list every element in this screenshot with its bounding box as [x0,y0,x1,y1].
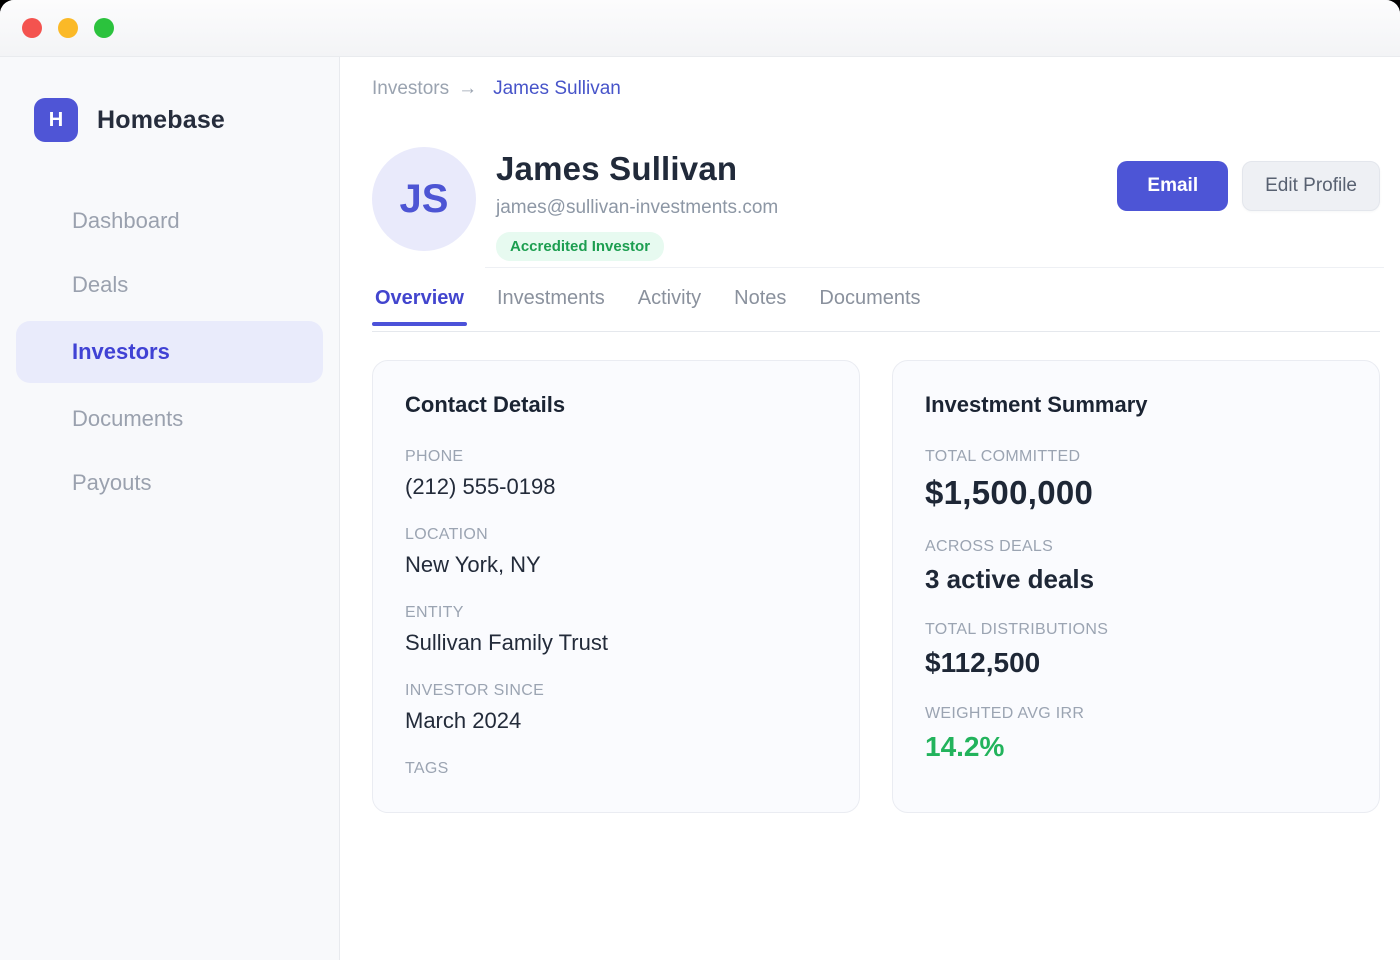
field-location: LOCATION New York, NY [405,526,827,578]
field-tags: TAGS [405,760,827,778]
tab-investments[interactable]: Investments [496,287,605,309]
field-value: New York, NY [405,552,541,577]
profile-email: james@sullivan-investments.com [496,197,779,218]
field-label: LOCATION [405,526,489,543]
field-label: ENTITY [405,604,464,621]
field-phone: PHONE (212) 555-0198 [405,448,827,500]
sidebar-item-investors[interactable]: Investors [16,321,323,383]
tab-activity[interactable]: Activity [637,287,702,309]
field-label: TOTAL DISTRIBUTIONS [925,621,1109,638]
field-total-distributions: TOTAL DISTRIBUTIONS $112,500 [925,621,1347,679]
breadcrumb-arrow-icon: → [458,78,478,99]
sidebar-item-deals[interactable]: Deals [72,272,129,297]
tab-documents[interactable]: Documents [819,287,921,309]
email-button[interactable]: Email [1117,161,1229,211]
window-titlebar [0,0,1400,57]
app-title: Homebase [97,105,226,134]
page-title: James Sullivan [496,150,738,187]
field-label: INVESTOR SINCE [405,682,545,699]
window-content: H Homebase Dashboard Deals Investors Doc… [0,57,1400,960]
avatar: JS [372,147,476,251]
field-weighted-avg-irr: WEIGHTED AVG IRR 14.2% [925,705,1347,763]
sidebar-item-dashboard[interactable]: Dashboard [72,208,180,233]
tab-bar: Overview Investments Activity Notes Docu… [372,287,1380,332]
card-title: Contact Details [405,392,566,417]
field-value: 14.2% [925,731,1005,762]
breadcrumb-current[interactable]: James Sullivan [493,78,621,99]
header-actions: Email Edit Profile [1117,161,1380,211]
status-badge: Accredited Investor [496,232,665,261]
app-logo: H Homebase [34,98,339,142]
sidebar: H Homebase Dashboard Deals Investors Doc… [0,57,340,960]
field-value: (212) 555-0198 [405,474,556,499]
contact-details-card: Contact Details PHONE (212) 555-0198 LOC… [372,360,860,813]
field-investor-since: INVESTOR SINCE March 2024 [405,682,827,734]
card-title: Investment Summary [925,392,1148,417]
field-label: TOTAL COMMITTED [925,448,1081,465]
sidebar-item-documents[interactable]: Documents [72,406,184,431]
close-window-icon[interactable] [22,18,42,38]
homebase-logo-icon: H [34,98,78,142]
header-divider [485,267,1384,268]
tab-notes[interactable]: Notes [734,287,787,309]
main-panel: Investors → James Sullivan JS James Sull… [340,57,1400,960]
profile-info: James Sullivan james@sullivan-investment… [496,147,778,261]
minimize-window-icon[interactable] [58,18,78,38]
overview-cards: Contact Details PHONE (212) 555-0198 LOC… [372,360,1380,813]
investment-summary-card: Investment Summary TOTAL COMMITTED $1,50… [892,360,1380,813]
profile-header: JS James Sullivan james@sullivan-investm… [372,147,1380,261]
field-label: WEIGHTED AVG IRR [925,705,1085,722]
maximize-window-icon[interactable] [94,18,114,38]
breadcrumb-parent-link[interactable]: Investors [372,78,450,99]
field-label: TAGS [405,760,449,777]
field-label: PHONE [405,448,464,465]
field-total-committed: TOTAL COMMITTED $1,500,000 [925,448,1347,512]
field-value: $112,500 [925,647,1041,678]
field-value: Sullivan Family Trust [405,630,608,655]
field-label: ACROSS DEALS [925,538,1054,555]
breadcrumb: Investors → James Sullivan [372,78,1380,100]
field-value: March 2024 [405,708,522,733]
field-across-deals: ACROSS DEALS 3 active deals [925,538,1347,595]
field-value: $1,500,000 [925,474,1094,511]
sidebar-nav: Dashboard Deals Investors Documents Payo… [0,189,339,515]
edit-profile-button[interactable]: Edit Profile [1242,161,1380,211]
sidebar-item-payouts[interactable]: Payouts [72,470,152,495]
field-entity: ENTITY Sullivan Family Trust [405,604,827,656]
tab-overview[interactable]: Overview [372,287,467,331]
field-value: 3 active deals [925,564,1095,594]
